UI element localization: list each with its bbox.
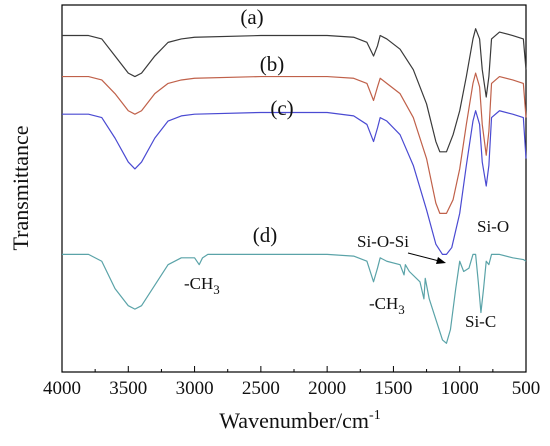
x-tick-label: 3500 — [109, 378, 147, 399]
x-tick-label: 500 — [512, 378, 541, 399]
annotation-si-o: Si-O — [477, 217, 509, 236]
annotation-ch3-2-text: -CH — [369, 294, 398, 313]
plot-frame — [61, 4, 527, 373]
x-tick-label: 2000 — [308, 378, 346, 399]
x-tick-label: 2500 — [242, 378, 280, 399]
annotation-si-c: Si-C — [465, 312, 496, 331]
annotation-ch3-2: -CH3 — [369, 294, 405, 317]
x-tick-label: 1000 — [441, 378, 479, 399]
x-axis-title-sup: -1 — [369, 408, 381, 423]
series-line-a — [62, 28, 527, 153]
x-tick-label: 1500 — [374, 378, 412, 399]
series-label-a: (a) — [240, 5, 263, 29]
annotation-arrow-head — [436, 257, 446, 264]
series-label-c: (c) — [270, 96, 293, 120]
series-layer — [62, 28, 527, 344]
series-label-b: (b) — [260, 52, 285, 76]
series-line-c — [62, 110, 527, 255]
annotation-si-o-si: Si-O-Si — [357, 232, 409, 251]
x-tick-label: 3000 — [176, 378, 214, 399]
x-ticks: 4000 3500 3000 2500 2000 1500 1000 500 — [43, 366, 540, 399]
x-axis-title: Wavenumber/cm-1 — [219, 408, 380, 433]
annotation-ch3-1-text: -CH — [184, 274, 213, 293]
annotation-ch3-1-sub: 3 — [213, 282, 220, 297]
series-line-d — [62, 253, 527, 344]
annotation-ch3-1: -CH3 — [184, 274, 220, 297]
x-axis-title-text: Wavenumber/cm — [219, 408, 369, 433]
x-tick-label: 4000 — [43, 378, 81, 399]
series-label-d: (d) — [253, 223, 278, 247]
series-line-b — [62, 72, 527, 214]
y-axis-title: Transmittance — [8, 125, 33, 250]
annotation-ch3-2-sub: 3 — [398, 302, 405, 317]
